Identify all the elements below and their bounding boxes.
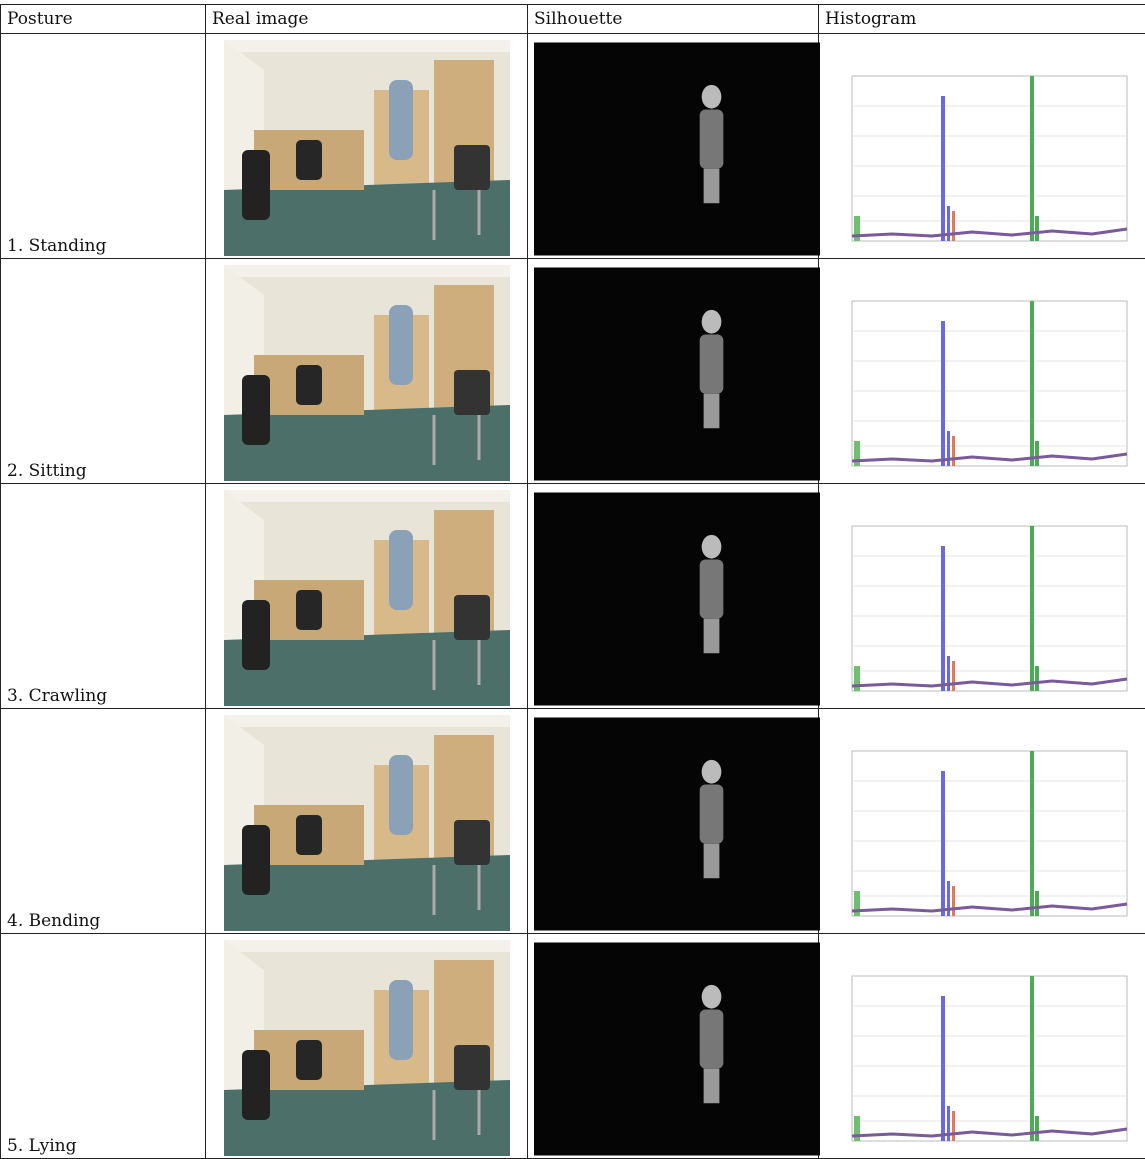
real-image-cell xyxy=(206,34,528,259)
posture-cell: 3. Crawling xyxy=(1,484,206,709)
table-row: 4. Bending xyxy=(1,709,1145,934)
real-image xyxy=(224,265,510,481)
silhouette-cell xyxy=(528,34,819,259)
posture-label: 1. Standing xyxy=(7,236,106,256)
real-image xyxy=(224,715,510,931)
table-row: 3. Crawling xyxy=(1,484,1145,709)
silhouette-cell xyxy=(528,484,819,709)
posture-cell: 2. Sitting xyxy=(1,259,206,484)
silhouette-cell xyxy=(528,709,819,934)
header-cell: Histogram xyxy=(819,5,1145,34)
real-image xyxy=(224,40,510,256)
silhouette-cell xyxy=(528,934,819,1159)
silhouette-image xyxy=(534,717,820,931)
histogram-image xyxy=(832,66,1132,256)
histogram-image xyxy=(832,291,1132,481)
real-image-cell xyxy=(206,709,528,934)
header-cell: Posture xyxy=(1,5,206,34)
histogram-cell xyxy=(819,709,1145,934)
posture-label: 2. Sitting xyxy=(7,461,87,481)
histogram-image xyxy=(832,516,1132,706)
posture-cell: 1. Standing xyxy=(1,34,206,259)
silhouette-image xyxy=(534,267,820,481)
table-row: 5. Lying xyxy=(1,934,1145,1159)
histogram-image xyxy=(832,966,1132,1156)
silhouette-image xyxy=(534,492,820,706)
real-image xyxy=(224,940,510,1156)
histogram-cell xyxy=(819,34,1145,259)
header-cell: Silhouette xyxy=(528,5,819,34)
posture-table: Posture Real image Silhouette Histogram … xyxy=(0,4,1145,1159)
silhouette-cell xyxy=(528,259,819,484)
table-row: 2. Sitting xyxy=(1,259,1145,484)
silhouette-image xyxy=(534,942,820,1156)
real-image xyxy=(224,490,510,706)
silhouette-image xyxy=(534,42,820,256)
histogram-cell xyxy=(819,259,1145,484)
real-image-cell xyxy=(206,934,528,1159)
header-row: Posture Real image Silhouette Histogram xyxy=(1,5,1145,34)
histogram-cell xyxy=(819,934,1145,1159)
posture-label: 3. Crawling xyxy=(7,686,107,706)
posture-label: 5. Lying xyxy=(7,1136,77,1156)
page: Posture Real image Silhouette Histogram … xyxy=(0,0,1145,1155)
histogram-cell xyxy=(819,484,1145,709)
histogram-image xyxy=(832,741,1132,931)
header-cell: Real image xyxy=(206,5,528,34)
real-image-cell xyxy=(206,484,528,709)
posture-label: 4. Bending xyxy=(7,911,100,931)
table-row: 1. Standing xyxy=(1,34,1145,259)
real-image-cell xyxy=(206,259,528,484)
posture-cell: 4. Bending xyxy=(1,709,206,934)
posture-cell: 5. Lying xyxy=(1,934,206,1159)
